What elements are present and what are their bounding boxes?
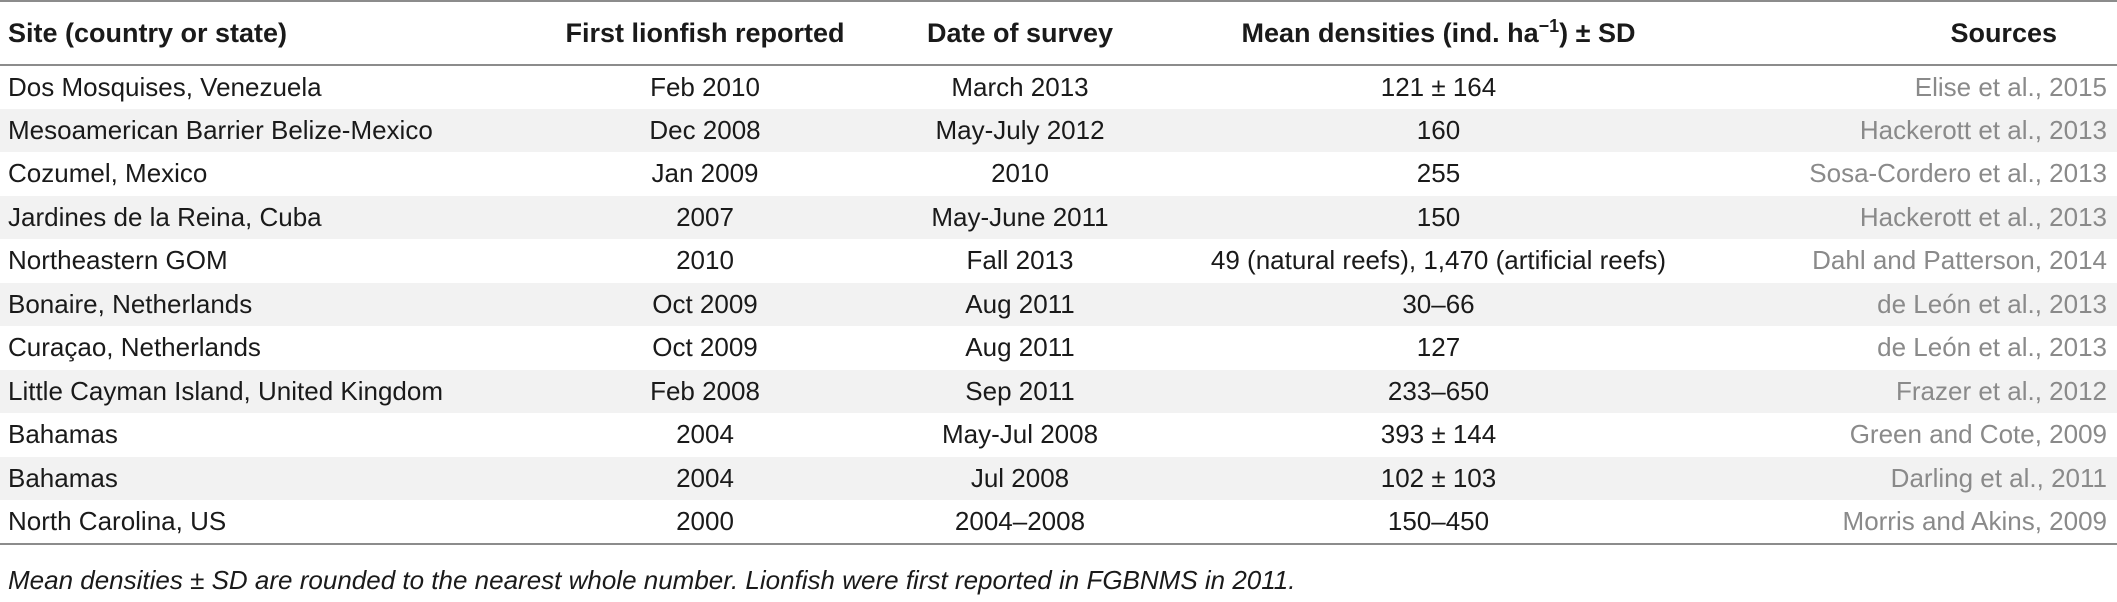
cell-mean-density: 102 ± 103 <box>1170 456 1707 500</box>
header-first-reported: First lionfish reported <box>540 0 870 66</box>
cell-first-reported: Jan 2009 <box>651 158 759 189</box>
cell-first-reported: Dec 2008 <box>540 108 870 152</box>
cell-site: North Carolina, US <box>0 500 540 545</box>
table-header: Site (country or state) First lionfish r… <box>0 0 2117 66</box>
table-row: Bonaire, Netherlands Oct 2009 Aug 2011 30–6… <box>0 282 2117 326</box>
cell-mean-density: 49 (natural reefs), 1,470 (artificial re… <box>1210 245 1667 276</box>
table-row: North Carolina, US 2000 2004–2008 150–450 Mo… <box>0 500 2117 545</box>
cell-mean-density: 233–650 <box>1170 369 1707 413</box>
cell-date-of-survey: Jul 2008 <box>870 456 1170 500</box>
table-row: Bahamas 2004 May-Jul 2008 393 ± 144 Green an… <box>0 413 2117 457</box>
table-row: Cozumel, Mexico Jan 2009 2010 255 Sosa-Corde… <box>0 152 2117 196</box>
source-link[interactable]: Elise et al., 2015 <box>1914 71 2107 102</box>
table-row: Little Cayman Island, United Kingdom Feb … <box>0 369 2117 413</box>
source-link[interactable]: Hackerott et al., 2013 <box>1707 108 2117 152</box>
cell-date-of-survey: Aug 2011 <box>965 332 1075 363</box>
cell-first-reported: 2000 <box>540 500 870 545</box>
cell-first-reported: 2010 <box>676 245 734 276</box>
cell-mean-density: 30–66 <box>1170 282 1707 326</box>
source-link[interactable]: Darling et al., 2011 <box>1707 456 2117 500</box>
source-link[interactable]: Morris and Akins, 2009 <box>1707 500 2117 545</box>
table-row: Curaçao, Netherlands Oct 2009 Aug 2011 127 d… <box>0 326 2117 370</box>
cell-mean-density: 150 <box>1170 195 1707 239</box>
header-sources: Sources <box>1707 0 2117 66</box>
cell-date-of-survey: 2004–2008 <box>870 500 1170 545</box>
source-link[interactable]: Dahl and Patterson, 2014 <box>1812 245 2107 276</box>
header-density-suffix: ) ± SD <box>1559 17 1636 48</box>
cell-date-of-survey: 2010 <box>991 158 1049 189</box>
cell-mean-density: 393 ± 144 <box>1380 419 1497 450</box>
header-date-of-survey: Date of survey <box>870 0 1170 66</box>
cell-mean-density: 150–450 <box>1170 500 1707 545</box>
cell-site: Bahamas <box>0 456 540 500</box>
source-link[interactable]: Frazer et al., 2012 <box>1707 369 2117 413</box>
header-row: Site (country or state) First lionfish r… <box>0 0 2117 66</box>
cell-first-reported: Oct 2009 <box>652 332 758 363</box>
source-link[interactable]: de León et al., 2013 <box>1877 332 2107 363</box>
table-row: Dos Mosquises, Venezuela Feb 2010 March 20… <box>0 65 2117 109</box>
cell-site: Curaçao, Netherlands <box>8 332 261 363</box>
table-row: Bahamas 2004 Jul 2008 102 ± 103 Darling et a… <box>0 456 2117 500</box>
header-density-superscript: −1 <box>1538 15 1560 36</box>
cell-site: Mesoamerican Barrier Belize-Mexico <box>0 108 540 152</box>
cell-site: Bahamas <box>8 419 118 450</box>
source-link[interactable]: Green and Cote, 2009 <box>1849 419 2107 450</box>
cell-date-of-survey: Fall 2013 <box>966 245 1074 276</box>
cell-site: Dos Mosquises, Venezuela <box>8 71 322 102</box>
table-row: Northeastern GOM 2010 Fall 2013 49 (natural… <box>0 239 2117 283</box>
table-row: Jardines de la Reina, Cuba 2007 May-June 2… <box>0 195 2117 239</box>
cell-first-reported: 2004 <box>676 419 734 450</box>
cell-date-of-survey: Sep 2011 <box>870 369 1170 413</box>
table-footnote: Mean densities ± SD are rounded to the n… <box>8 565 1296 595</box>
cell-date-of-survey: March 2013 <box>951 71 1089 102</box>
cell-mean-density: 160 <box>1170 108 1707 152</box>
cell-date-of-survey: Aug 2011 <box>870 282 1170 326</box>
lionfish-density-table: Site (country or state) First lionfish r… <box>0 0 2117 545</box>
table-row: Mesoamerican Barrier Belize-Mexico Dec 20… <box>0 108 2117 152</box>
source-link[interactable]: Sosa-Cordero et al., 2013 <box>1809 158 2107 189</box>
source-link[interactable]: Hackerott et al., 2013 <box>1707 195 2117 239</box>
cell-site: Cozumel, Mexico <box>8 158 208 189</box>
cell-site: Little Cayman Island, United Kingdom <box>0 369 540 413</box>
cell-site: Bonaire, Netherlands <box>0 282 540 326</box>
header-density-prefix: Mean densities (ind. ha <box>1241 17 1539 48</box>
cell-first-reported: Oct 2009 <box>540 282 870 326</box>
cell-date-of-survey: May-Jul 2008 <box>941 419 1099 450</box>
table-body: Dos Mosquises, Venezuela Feb 2010 March 20… <box>0 65 2117 545</box>
cell-mean-density: 255 <box>1416 158 1461 189</box>
cell-first-reported: 2007 <box>540 195 870 239</box>
cell-date-of-survey: May-July 2012 <box>870 108 1170 152</box>
cell-mean-density: 127 <box>1416 332 1461 363</box>
cell-mean-density: 121 ± 164 <box>1380 71 1497 102</box>
cell-date-of-survey: May-June 2011 <box>870 195 1170 239</box>
cell-site: Northeastern GOM <box>8 245 228 276</box>
cell-first-reported: 2004 <box>540 456 870 500</box>
header-site: Site (country or state) <box>0 0 540 66</box>
source-link[interactable]: de León et al., 2013 <box>1707 282 2117 326</box>
cell-first-reported: Feb 2010 <box>650 71 760 102</box>
cell-site: Jardines de la Reina, Cuba <box>0 195 540 239</box>
header-mean-densities: Mean densities (ind. ha−1) ± SD <box>1170 0 1707 66</box>
cell-first-reported: Feb 2008 <box>540 369 870 413</box>
